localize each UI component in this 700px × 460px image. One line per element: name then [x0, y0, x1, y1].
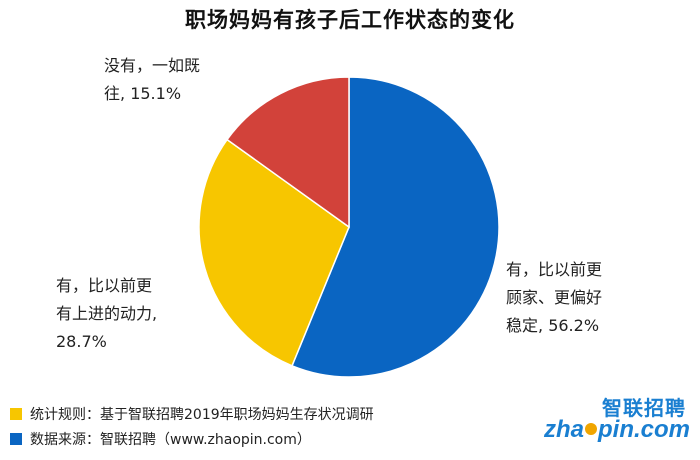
chart-title: 职场妈妈有孩子后工作状态的变化 [185, 8, 515, 32]
label-line-with-value: 稳定, 56.2% [506, 312, 646, 340]
slice-value: 15.1% [130, 84, 182, 103]
label-line: 有，比以前更 [56, 276, 153, 295]
label-line-with-value: 往, 15.1% [104, 80, 234, 108]
slice-value: 28.7% [56, 332, 107, 351]
slice-yellow-motivated [198, 138, 350, 367]
slice-red-unchanged [226, 76, 350, 229]
logo-cn: 智联招聘 [602, 396, 686, 420]
footer-rule: 统计规则：基于智联招聘2019年职场妈妈生存状况调研 [10, 405, 530, 425]
label-line: 没有，一如既 [104, 56, 201, 75]
logo-en: zha pin.com [544, 416, 690, 444]
footer-source-text: 数据来源：智联招聘（www.zhaopin.com） [30, 432, 311, 448]
slice-blue-stable [291, 76, 500, 378]
slice-label-stable: 有，比以前更 顾家、更偏好 稳定, 56.2% [506, 256, 646, 340]
label-line: 有上进的动力, [56, 304, 158, 323]
label-line: 有，比以前更 [506, 260, 603, 279]
zhaopin-logo: 智联招聘 zha pin.com [540, 392, 690, 452]
logo-dot-icon [584, 423, 597, 435]
footer-source: 数据来源：智联招聘（www.zhaopin.com） [10, 430, 530, 450]
slice-label-motivated: 有，比以前更 有上进的动力, 28.7% [56, 272, 196, 356]
logo-en-b: pin.com [597, 416, 690, 443]
slice-label-unchanged: 没有，一如既 往, 15.1% [104, 52, 234, 108]
slice-value: 56.2% [548, 316, 600, 335]
legend-square-blue [10, 433, 22, 445]
logo-en-a: zha [543, 416, 584, 443]
label-line: 顾家、更偏好 [506, 288, 603, 307]
footer-rule-text: 统计规则：基于智联招聘2019年职场妈妈生存状况调研 [30, 407, 374, 423]
label-text: 稳定, [506, 316, 544, 335]
label-text: 往, [104, 84, 126, 103]
legend-square-yellow [10, 408, 22, 420]
